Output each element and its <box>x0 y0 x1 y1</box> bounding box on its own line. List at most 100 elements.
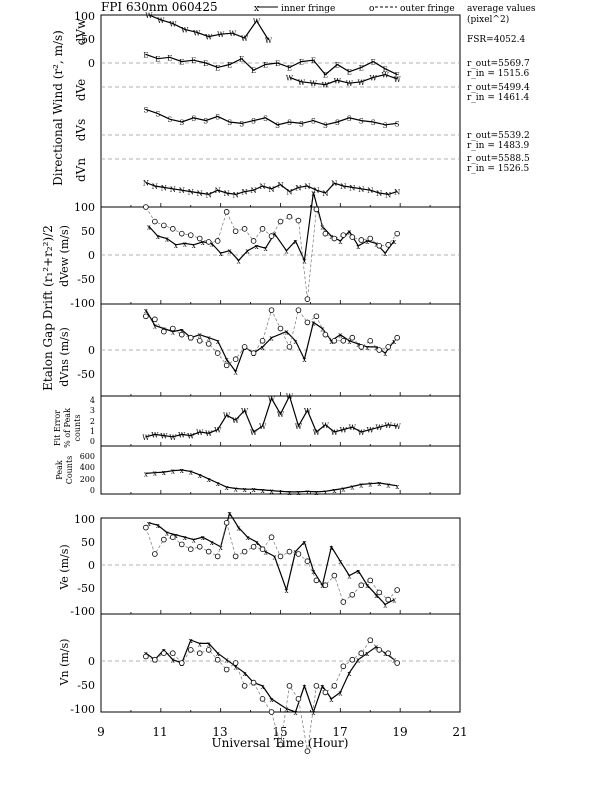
data-point-E-1-0-21: E <box>395 72 400 80</box>
data-point-x-4-0-27: x <box>392 238 396 246</box>
data-point-x-9-0-7: x <box>207 640 211 648</box>
data-point-o-9-1-11 <box>241 683 248 689</box>
data-point-E-1-0-8: E <box>239 56 244 64</box>
data-point-x-4-0-10: x <box>237 257 241 265</box>
data-point-o-9-1-15 <box>277 741 284 748</box>
data-point-o-8-1-13 <box>259 546 266 552</box>
data-point-x-4-0-18: x <box>311 189 315 197</box>
ytick-vn-m50: -50 <box>77 679 95 692</box>
data-point-N-3-0-14: N <box>268 186 274 194</box>
data-point-o-4-1-19 <box>313 206 320 213</box>
data-point-o-8-1-23 <box>349 591 356 598</box>
data-point-x-8-0-9: x <box>228 510 232 518</box>
data-point-o-5-1-25 <box>367 337 374 344</box>
data-point-x-8-0-20: x <box>329 544 333 552</box>
data-point-x-9-0-14: x <box>270 696 274 704</box>
data-point-x-9-0-15: x <box>285 706 289 714</box>
data-point-x-9-0-11: x <box>243 670 247 678</box>
data-point-W-6-0-15: W <box>277 411 285 419</box>
data-point-o-5-1-10 <box>232 356 239 363</box>
data-point-x-7-0-4: x <box>180 467 184 475</box>
series-line-1-1 <box>289 73 398 86</box>
data-point-x-4-0-1: x <box>156 233 160 241</box>
data-point-x-5-0-22: x <box>347 338 351 346</box>
data-point-o-5-1-7 <box>205 341 212 347</box>
series-line-1-0 <box>145 53 398 76</box>
data-point-o-5-1-27 <box>385 344 392 350</box>
data-point-x-5-0-21: x <box>338 332 342 340</box>
data-point-o-8-1-26 <box>376 589 383 596</box>
data-point-x-9-0-8: x <box>216 650 220 658</box>
panel-frame-ve <box>100 517 461 615</box>
data-point-E-1-0-6: E <box>215 64 220 72</box>
radius-in-s: r_in = 1483.9 <box>467 141 530 151</box>
data-point-W-0-0-0: W <box>145 12 153 20</box>
radius-in-e: r_in = 1461.4 <box>467 93 530 103</box>
data-point-N-3-0-18: N <box>304 183 310 191</box>
data-point-x-7-0-25: x <box>368 481 372 489</box>
data-point-x-4-0-11: x <box>246 248 250 256</box>
data-point-o-8-1-22 <box>340 599 347 605</box>
data-point-x-8-0-11: x <box>246 534 250 542</box>
ytick-fit-1: 1 <box>90 427 95 436</box>
ytick-ve-0: 0 <box>88 559 95 572</box>
data-point-o-4-1-28 <box>394 230 400 237</box>
data-point-x-5-0-13: x <box>261 344 265 352</box>
data-point-o-5-1-17 <box>295 307 302 313</box>
data-point-S-2-0-12: S <box>287 119 292 127</box>
ytick-peak-400: 400 <box>80 463 95 472</box>
wind-sub-label-w: dVw <box>74 18 88 45</box>
data-point-o-9-1-21 <box>331 683 338 689</box>
data-point-x-5-0-25: x <box>374 344 378 352</box>
data-point-o-4-1-4 <box>178 230 185 237</box>
data-point-N-3-0-26: N <box>376 190 382 198</box>
ytick-fit-4: 4 <box>90 396 95 405</box>
data-point-x-7-0-15: x <box>279 488 283 496</box>
xtick-11: 11 <box>152 725 167 739</box>
data-point-E-1-0-4: E <box>191 57 196 65</box>
data-point-o-4-1-6 <box>196 235 203 242</box>
data-point-o-4-1-13 <box>259 226 266 232</box>
data-point-o-4-1-22 <box>340 232 347 238</box>
data-point-W-0-0-2: W <box>169 21 177 29</box>
data-point-o-8-1-15 <box>277 553 284 560</box>
data-point-W-1-1-5: W <box>346 80 354 88</box>
data-point-x-9-0-13: x <box>261 683 265 691</box>
data-point-o-9-1-13 <box>259 696 266 702</box>
data-point-x-9-0-3: x <box>171 657 175 665</box>
data-point-x-5-0-7: x <box>207 335 211 343</box>
data-point-o-9-1-12 <box>250 679 257 686</box>
data-point-x-9-0-18: x <box>311 709 315 717</box>
series-line-0-0 <box>148 14 270 41</box>
data-point-S-2-0-17: S <box>347 115 352 123</box>
data-point-x-8-0-26: x <box>383 601 387 609</box>
data-point-W-6-0-12: W <box>250 429 258 437</box>
data-point-o-8-1-3 <box>170 534 176 540</box>
data-point-W-0-0-3: W <box>181 26 189 34</box>
data-point-o-8-1-27 <box>385 596 392 603</box>
data-point-o-8-1-25 <box>367 577 374 584</box>
data-point-x-4-0-5: x <box>192 242 196 250</box>
data-point-N-3-0-2: N <box>161 184 167 192</box>
data-point-S-2-0-15: S <box>323 122 328 130</box>
data-point-N-3-0-3: N <box>170 186 176 194</box>
data-point-o-4-1-14 <box>268 233 275 239</box>
data-point-o-9-1-10 <box>232 660 239 666</box>
data-point-x-9-0-20: x <box>329 696 333 704</box>
ytick-peak-0: 0 <box>90 486 95 495</box>
data-point-o-5-1-18 <box>304 319 311 326</box>
data-point-o-5-1-28 <box>394 334 400 341</box>
data-point-o-9-1-27 <box>385 650 392 656</box>
series-line-4-1 <box>145 206 398 300</box>
data-point-o-4-1-20 <box>322 230 329 237</box>
data-point-x-5-0-4: x <box>180 327 184 335</box>
data-point-o-4-1-27 <box>385 242 392 248</box>
data-point-o-8-1-7 <box>205 548 212 555</box>
data-point-o-8-1-11 <box>241 548 248 555</box>
data-point-o-5-1-5 <box>187 334 194 341</box>
data-point-x-7-0-24: x <box>359 481 363 489</box>
data-point-o-4-1-23 <box>349 234 356 240</box>
data-point-W-6-0-25: W <box>367 427 375 435</box>
data-point-x-8-0-14: x <box>273 553 277 561</box>
data-point-x-7-0-3: x <box>171 468 175 476</box>
